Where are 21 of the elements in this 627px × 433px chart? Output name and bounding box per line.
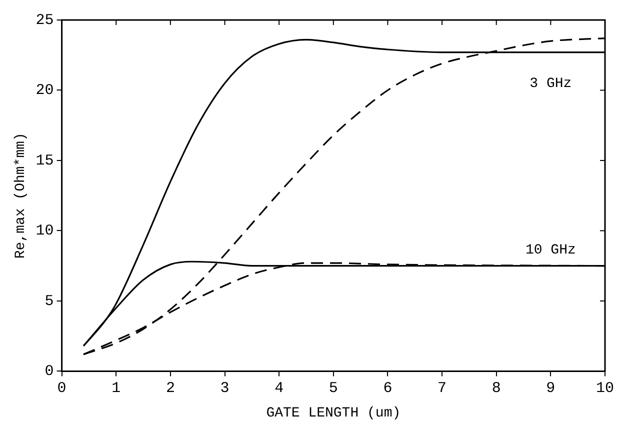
x-tick-label: 7 xyxy=(438,380,447,398)
x-axis-title: GATE LENGTH (um) xyxy=(266,405,401,422)
annotation: 3 GHz xyxy=(530,76,572,92)
x-tick-label: 0 xyxy=(57,380,66,398)
x-tick-label: 5 xyxy=(328,380,338,398)
y-tick-label: 10 xyxy=(36,222,54,240)
x-tick-label: 3 xyxy=(220,380,230,398)
y-tick-label: 25 xyxy=(36,12,54,29)
x-tick-label: 9 xyxy=(546,380,556,398)
y-tick-label: 0 xyxy=(44,363,54,380)
y-tick-label: 20 xyxy=(36,82,54,100)
y-tick-label: 5 xyxy=(44,292,54,310)
y-tick-label: 15 xyxy=(36,152,54,170)
y-axis-title: Re,max (Ohm*mm) xyxy=(13,132,30,259)
x-tick-label: 4 xyxy=(274,380,284,398)
x-tick-label: 1 xyxy=(112,380,121,398)
x-tick-label: 10 xyxy=(596,380,614,398)
x-tick-label: 6 xyxy=(383,380,392,398)
x-tick-label: 8 xyxy=(492,380,501,398)
x-tick-label: 2 xyxy=(166,380,175,398)
annotation: 10 GHz xyxy=(525,242,576,259)
